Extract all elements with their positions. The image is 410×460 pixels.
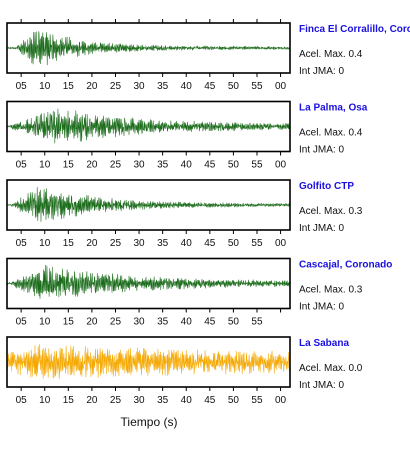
x-tick-label: 40	[181, 81, 193, 92]
x-tick-label: 00	[275, 395, 287, 406]
x-tick-label: 40	[181, 317, 193, 328]
x-tick-label: 15	[63, 395, 75, 406]
x-tick-label: 15	[63, 160, 75, 171]
x-tick-label: 20	[86, 395, 98, 406]
x-tick-label: 50	[228, 395, 240, 406]
x-tick-label: 40	[181, 395, 193, 406]
x-tick-label: 55	[251, 160, 263, 171]
waveform-trace	[6, 343, 291, 380]
x-tick-label: 45	[204, 395, 216, 406]
x-tick-label: 30	[134, 395, 146, 406]
x-tick-label: 20	[86, 160, 98, 171]
x-tick-label: 50	[228, 160, 240, 171]
x-tick-label: 35	[157, 160, 169, 171]
x-tick-label: 30	[134, 317, 146, 328]
x-tick-label: 05	[16, 317, 28, 328]
jma-intensity-label: Int JMA: 0	[299, 223, 344, 234]
x-tick-label: 10	[39, 81, 51, 92]
max-acceleration-label: Acel. Max. 0.3	[299, 206, 363, 217]
x-tick-label: 00	[275, 160, 287, 171]
x-tick-label: 00	[275, 238, 287, 249]
x-axis-title: Tiempo (s)	[121, 415, 178, 429]
x-tick-label: 30	[134, 238, 146, 249]
x-tick-label: 10	[39, 317, 51, 328]
x-tick-label: 25	[110, 160, 122, 171]
x-tick-label: 20	[86, 238, 98, 249]
station-name: La Sabana	[299, 338, 349, 349]
max-acceleration-label: Acel. Max. 0.4	[299, 49, 363, 60]
x-tick-label: 25	[110, 317, 122, 328]
x-tick-label: 20	[86, 317, 98, 328]
x-tick-label: 40	[181, 160, 193, 171]
x-tick-label: 30	[134, 81, 146, 92]
x-tick-label: 05	[16, 160, 28, 171]
x-tick-label: 15	[63, 317, 75, 328]
panel-4: 05 10 15 20 25 30 35 40 45 50 55 Cascajal, Coronado…	[6, 257, 392, 328]
x-tick-label: 10	[39, 238, 51, 249]
station-name: Finca El Corralillo, Coronado	[299, 24, 410, 35]
station-name: Cascajal, Coronado	[299, 260, 392, 271]
waveform-trace	[6, 264, 291, 299]
x-tick-label: 45	[204, 160, 216, 171]
waveform-trace	[6, 31, 291, 66]
x-tick-label: 55	[251, 81, 263, 92]
x-tick-label: 55	[251, 395, 263, 406]
x-tick-label: 10	[39, 395, 51, 406]
x-tick-label: 55	[251, 317, 263, 328]
x-tick-label: 45	[204, 81, 216, 92]
x-tick-label: 50	[228, 317, 240, 328]
panel-frame	[6, 100, 291, 153]
max-acceleration-label: Acel. Max. 0.0	[299, 363, 363, 374]
x-tick-label: 10	[39, 160, 51, 171]
x-tick-label: 00	[275, 81, 287, 92]
jma-intensity-label: Int JMA: 0	[299, 66, 344, 77]
panel-frame	[6, 336, 291, 388]
panel-3: 05 10 15 20 25 30 35 40 45 50 55 00 Golfito CTP Acel.…	[6, 179, 363, 249]
x-tick-label: 35	[157, 238, 169, 249]
x-tick-label: 25	[110, 238, 122, 249]
x-tick-label: 45	[204, 238, 216, 249]
station-name: Golfito CTP	[299, 181, 354, 192]
jma-intensity-label: Int JMA: 0	[299, 302, 344, 313]
x-tick-label: 40	[181, 238, 193, 249]
waveform-trace	[6, 108, 291, 144]
x-tick-label: 50	[228, 238, 240, 249]
panel-frame	[6, 257, 291, 310]
x-tick-label: 15	[63, 81, 75, 92]
x-tick-label: 35	[157, 81, 169, 92]
panel-2: 05 10 15 20 25 30 35 40 45 50 55 00 La Palma, Osa Ace…	[6, 100, 368, 171]
x-tick-label: 05	[16, 238, 28, 249]
x-tick-label: 05	[16, 395, 28, 406]
x-tick-label: 35	[157, 395, 169, 406]
x-tick-label: 55	[251, 238, 263, 249]
x-tick-label: 25	[110, 81, 122, 92]
panel-frame	[6, 22, 291, 74]
panel-5: 05 10 15 20 25 30 35 40 45 50 55 00 La Sabana Acel. M…	[6, 336, 363, 406]
x-tick-label: 20	[86, 81, 98, 92]
x-tick-label: 30	[134, 160, 146, 171]
panels-group: 05 10 15 20 25 30 35 40 45 50 55 00 Finca El Corrali…	[6, 19, 410, 406]
jma-intensity-label: Int JMA: 0	[299, 145, 344, 156]
x-tick-label: 25	[110, 395, 122, 406]
x-tick-label: 35	[157, 317, 169, 328]
x-tick-label: 45	[204, 317, 216, 328]
x-tick-label: 50	[228, 81, 240, 92]
station-name: La Palma, Osa	[299, 103, 368, 114]
max-acceleration-label: Acel. Max. 0.4	[299, 128, 363, 139]
x-tick-label: 05	[16, 81, 28, 92]
jma-intensity-label: Int JMA: 0	[299, 380, 344, 391]
x-tick-label: 15	[63, 238, 75, 249]
panel-1: 05 10 15 20 25 30 35 40 45 50 55 00 Finca El Corrali…	[6, 19, 410, 92]
max-acceleration-label: Acel. Max. 0.3	[299, 285, 363, 296]
waveform-trace	[6, 186, 291, 222]
panel-frame	[6, 179, 291, 231]
